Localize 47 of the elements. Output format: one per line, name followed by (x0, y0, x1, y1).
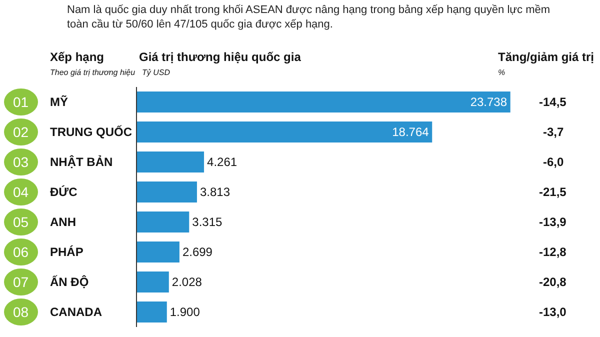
text: Xếp hạng (50, 50, 104, 64)
bar (137, 152, 204, 172)
bar (137, 242, 180, 262)
text: -13,0 (539, 305, 567, 319)
text: 02 (13, 124, 29, 140)
text: 04 (13, 184, 29, 200)
bar (137, 92, 510, 112)
y-tick-label: NHẬT BẢN (50, 155, 113, 169)
y-tick-label: ẤN ĐỘ (50, 275, 89, 289)
text: 05 (13, 214, 29, 230)
y-tick-label: PHÁP (50, 245, 84, 259)
text: % (498, 68, 506, 77)
data-label: 2.699 (182, 245, 213, 259)
bar (137, 272, 169, 292)
text: Tăng/giảm giá trị (498, 50, 594, 64)
text: 01 (13, 94, 29, 110)
bar (137, 182, 197, 202)
text: -6,0 (543, 155, 564, 169)
text: Theo giá trị thương hiệu (50, 68, 136, 77)
data-label: 3.315 (192, 215, 222, 229)
bar (137, 302, 167, 322)
text: -12,8 (539, 245, 567, 259)
text: 03 (13, 154, 29, 170)
data-label: 18.764 (392, 125, 430, 139)
text: Tỷ USD (142, 68, 170, 77)
data-label: 2.028 (172, 275, 202, 289)
chart-subtitle: Nam là quốc gia duy nhất trong khối ASEAN được nâng hạng trong bảng xếp hạng quyền lực mềm toàn cầu từ 50/60 lên 47/105 quốc gia được xếp hạng. (67, 4, 550, 30)
y-tick-label: ANH (50, 215, 76, 229)
text: -3,7 (543, 125, 564, 139)
bar (137, 212, 190, 232)
y-tick-label: CANADA (50, 305, 102, 319)
data-label: 23.738 (470, 95, 508, 109)
text: 06 (13, 244, 29, 260)
text: 08 (13, 304, 29, 320)
y-tick-label: ĐỨC (50, 185, 78, 199)
bar (137, 122, 432, 142)
data-label: 1.900 (170, 305, 200, 319)
text: -21,5 (539, 185, 567, 199)
y-tick-label: MỸ (50, 95, 68, 109)
x-axis-title: Giá trị thương hiệu quốc gia (139, 50, 302, 64)
text: -13,9 (539, 215, 567, 229)
text: -14,5 (539, 95, 567, 109)
text: 07 (13, 274, 29, 290)
y-tick-label: TRUNG QUỐC (50, 125, 132, 139)
data-label: 4.261 (207, 155, 238, 169)
data-label: 3.813 (200, 185, 230, 199)
text: -20,8 (539, 275, 567, 289)
